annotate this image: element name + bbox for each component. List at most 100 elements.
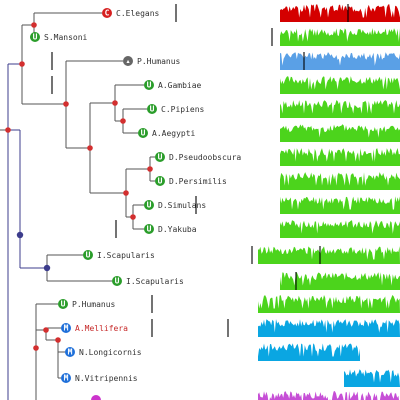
leaf-badge-circle: [138, 128, 148, 138]
track-profile: [258, 391, 399, 400]
taxon-label[interactable]: A.Aegypti: [152, 129, 196, 138]
taxon-label[interactable]: C.Pipiens: [161, 105, 205, 114]
leaf-badge-circle: [144, 80, 154, 90]
leaf-badge-glyph: U: [147, 81, 152, 90]
internal-node-dot[interactable]: [43, 327, 49, 333]
internal-node-dot[interactable]: [123, 190, 129, 196]
leaf-badge-circle: [83, 250, 93, 260]
sequence-track: [258, 343, 360, 361]
leaf-badge[interactable]: U: [58, 299, 68, 309]
leaf-badge-circle: [91, 395, 101, 400]
internal-node-dot[interactable]: [130, 214, 136, 220]
sequence-track: [151, 295, 400, 313]
leaf-badge[interactable]: U: [144, 80, 154, 90]
leaf-badge[interactable]: U: [83, 250, 93, 260]
taxon-label[interactable]: D.Yakuba: [158, 225, 197, 234]
track-profile: [280, 76, 400, 94]
taxon-label[interactable]: N.Longicornis: [79, 348, 142, 357]
sequence-track: [258, 391, 399, 400]
leaf-badge-circle: [147, 104, 157, 114]
leaf-badge[interactable]: [91, 395, 101, 400]
sequence-track: [280, 100, 400, 118]
leaf-badge-glyph: U: [115, 277, 120, 286]
leaf-badge-circle: [112, 276, 122, 286]
leaf-badge-circle: [61, 323, 71, 333]
leaf-badge-glyph: U: [147, 201, 152, 210]
internal-node-dot[interactable]: [120, 118, 126, 124]
leaf-badge[interactable]: U: [30, 32, 40, 42]
internal-node-dot[interactable]: [63, 101, 69, 107]
internal-nodes: [5, 22, 153, 351]
leaf-badge-circle: [30, 32, 40, 42]
leaf-badge-circle: [123, 56, 133, 66]
taxon-label[interactable]: D.Simulans: [158, 201, 206, 210]
leaf-badge-glyph: ▴: [126, 57, 131, 66]
internal-node-dot[interactable]: [87, 145, 93, 151]
leaf-badge-glyph: M: [64, 324, 69, 333]
leaf-badge[interactable]: U: [155, 152, 165, 162]
leaf-badge[interactable]: M: [61, 323, 71, 333]
leaf-badge[interactable]: U: [144, 224, 154, 234]
sequence-track: [280, 172, 400, 190]
sequence-track: [175, 4, 400, 22]
taxon-label[interactable]: I.Scapularis: [126, 277, 184, 286]
internal-node-dot[interactable]: [33, 345, 39, 351]
tree-branches: [0, 12, 155, 400]
leaf-badge-glyph: U: [141, 129, 146, 138]
leaf-badge[interactable]: U: [112, 276, 122, 286]
track-profile: [280, 100, 400, 118]
internal-node-dot[interactable]: [31, 22, 37, 28]
taxon-label[interactable]: P.Humanus: [137, 57, 181, 66]
internal-node-dot[interactable]: [147, 166, 153, 172]
track-profile: [280, 272, 400, 290]
leaf-badge-circle: [65, 347, 75, 357]
track-profile: [258, 246, 400, 264]
taxon-label[interactable]: A.Mellifera: [75, 324, 128, 333]
leaf-badge-glyph: C: [105, 9, 110, 18]
leaf-badge-circle: [144, 224, 154, 234]
internal-node-dot[interactable]: [112, 100, 118, 106]
track-profile: [280, 28, 400, 46]
leaf-badge[interactable]: C: [102, 8, 112, 18]
leaf-badge[interactable]: U: [147, 104, 157, 114]
leaf-badge-glyph: M: [64, 374, 69, 383]
leaf-badge-glyph: U: [33, 33, 38, 42]
leaf-badge-circle: [155, 152, 165, 162]
internal-node-dot[interactable]: [5, 127, 11, 133]
leaf-badge[interactable]: U: [144, 200, 154, 210]
track-profile: [280, 220, 400, 238]
taxon-label[interactable]: P.Humanus: [72, 300, 116, 309]
sequence-track: [151, 319, 400, 337]
track-profile: [258, 343, 360, 361]
leaf-badge-glyph: U: [147, 225, 152, 234]
leaf-badge[interactable]: U: [155, 176, 165, 186]
sequence-track: [280, 124, 400, 142]
track-profile: [258, 319, 400, 337]
leaf-badge-glyph: U: [61, 300, 66, 309]
leaf-badge-circle: [102, 8, 112, 18]
taxon-label[interactable]: S.Mansoni: [44, 33, 88, 42]
taxon-labels: C.Elegans S.Mansoni P.Humanus A.Gambiae C.Pi…: [44, 9, 241, 383]
leaf-badge-glyph: U: [158, 153, 163, 162]
leaf-badge-glyph: U: [86, 251, 91, 260]
internal-node-dot[interactable]: [55, 337, 61, 343]
taxon-label[interactable]: A.Gambiae: [158, 81, 202, 90]
taxon-label[interactable]: C.Elegans: [116, 9, 160, 18]
leaf-badge-glyph: M: [68, 348, 73, 357]
taxon-label[interactable]: D.Persimilis: [169, 177, 227, 186]
internal-node-dot[interactable]: [43, 264, 51, 272]
internal-node-dot[interactable]: [19, 61, 25, 67]
leaf-badge[interactable]: ▴: [123, 56, 133, 66]
taxon-label[interactable]: I.Scapularis: [97, 251, 155, 260]
sequence-track: [251, 246, 400, 264]
leaf-badge[interactable]: M: [61, 373, 71, 383]
track-profile: [280, 124, 400, 142]
sequence-track: [51, 76, 400, 94]
leaf-badge[interactable]: M: [65, 347, 75, 357]
internal-node-dot[interactable]: [16, 231, 24, 239]
taxon-label[interactable]: D.Pseudoobscura: [169, 153, 241, 162]
leaf-badge[interactable]: U: [138, 128, 148, 138]
taxon-label[interactable]: N.Vitripennis: [75, 374, 138, 383]
track-profile: [280, 196, 400, 214]
